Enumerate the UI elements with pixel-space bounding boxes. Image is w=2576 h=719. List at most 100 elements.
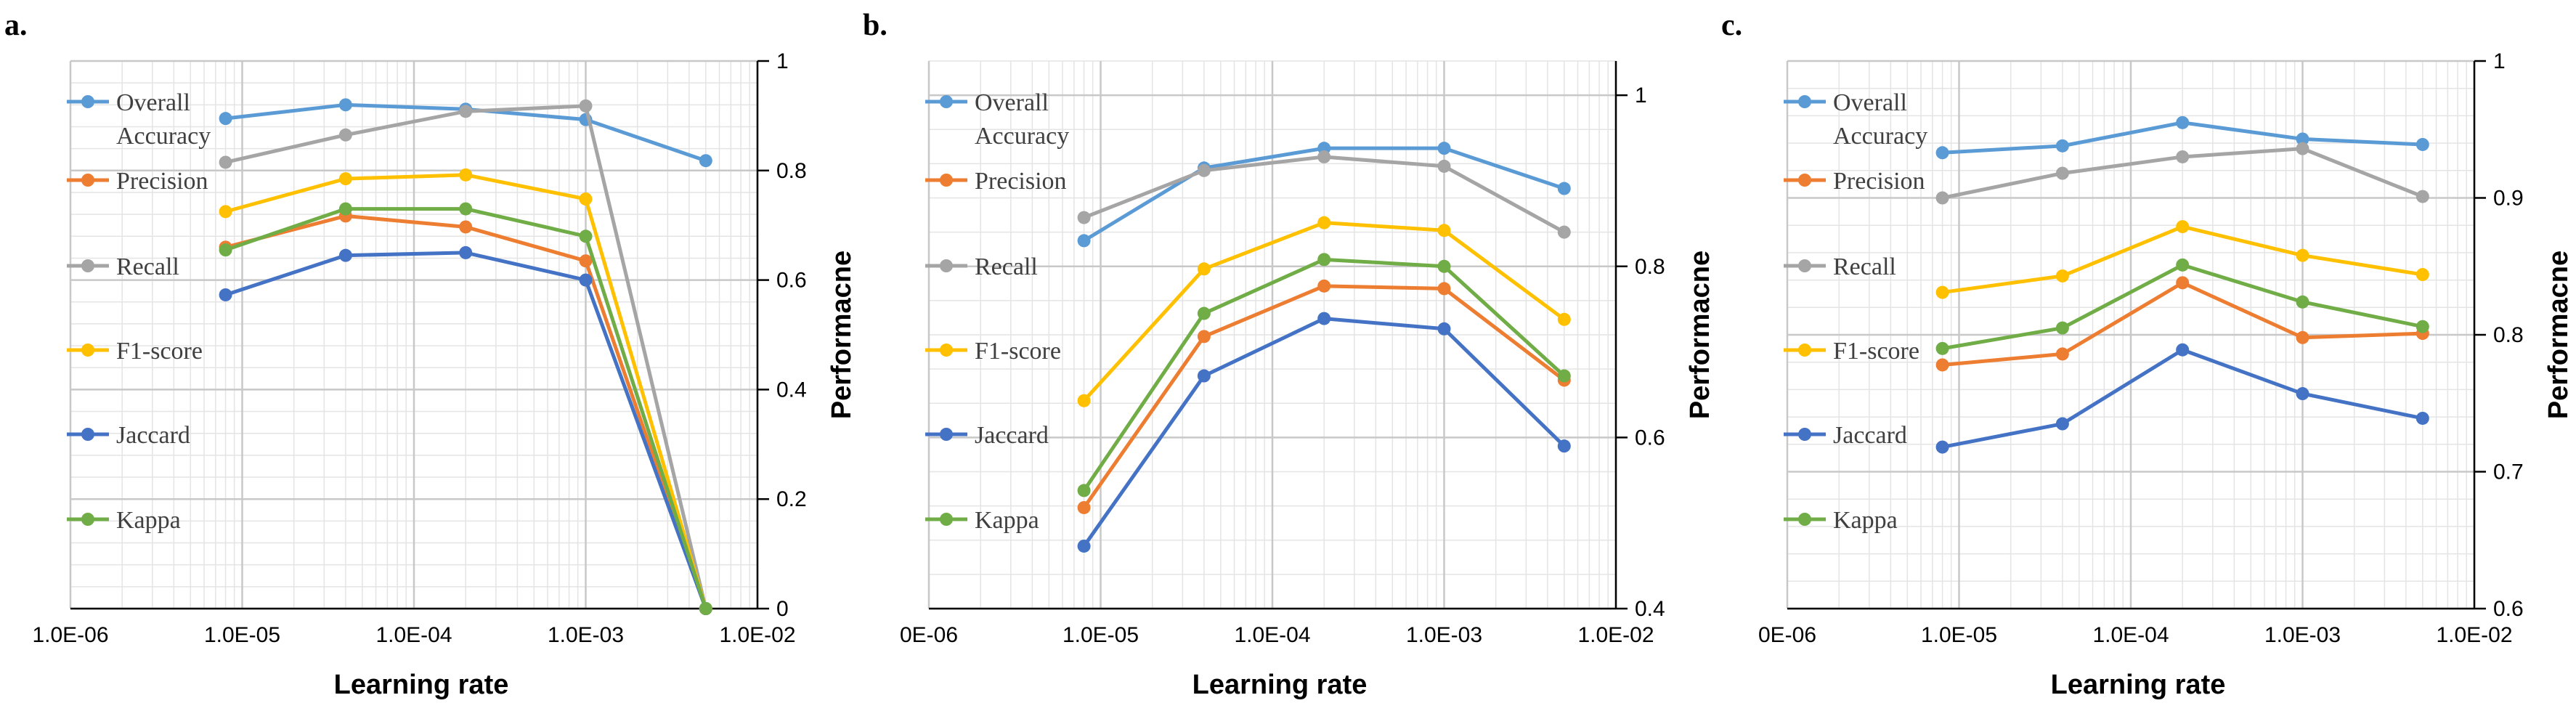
legend-label-jaccard: Jaccard [116, 422, 190, 449]
legend-marker-kappa [940, 513, 953, 526]
data-point-jaccard [1557, 439, 1571, 453]
legend-label-precision: Precision [116, 168, 208, 195]
y-tick-label: 0.9 [2493, 187, 2524, 211]
y-tick-label: 0.8 [2493, 323, 2524, 347]
data-point-kappa [1197, 306, 1211, 320]
y-tick-label: 0.4 [776, 378, 807, 402]
data-point-overall-accuracy [2055, 139, 2069, 153]
legend-label-f1-score: F1-score [116, 338, 203, 365]
data-point-precision [1935, 358, 1949, 372]
panel-label: a. [4, 9, 28, 42]
legend-marker-kappa [81, 513, 94, 526]
legend-label-overall-accuracy: Accuracy [1833, 123, 1927, 150]
legend-label-overall-accuracy: Accuracy [975, 123, 1069, 150]
data-point-f1-score [2055, 269, 2069, 283]
y-tick-label: 0 [776, 597, 789, 621]
legend-marker-precision [940, 174, 953, 187]
legend-label-overall-accuracy: Overall [1833, 89, 1907, 116]
legend-label-recall: Recall [975, 253, 1038, 280]
data-point-precision [1077, 500, 1091, 514]
x-tick-label: 1.0E-02 [2436, 623, 2512, 647]
legend-marker-recall [1798, 259, 1811, 272]
x-axis-title: Learning rate [1192, 670, 1368, 700]
data-point-jaccard [1197, 369, 1211, 383]
legend-label-overall-accuracy: Overall [975, 89, 1049, 116]
legend-marker-f1-score [81, 344, 94, 357]
x-tick-label: 1.0E-05 [1063, 623, 1139, 647]
data-point-f1-score [2176, 220, 2190, 234]
x-tick-label: 1.0E-05 [1921, 623, 1997, 647]
legend-label-f1-score: F1-score [975, 338, 1061, 365]
y-tick-label: 0.6 [1635, 426, 1665, 450]
legend-label-recall: Recall [116, 253, 179, 280]
data-point-recall [2415, 190, 2429, 203]
legend-label-recall: Recall [1833, 253, 1896, 280]
data-point-recall [338, 128, 352, 142]
data-point-precision [1317, 279, 1331, 293]
x-tick-label: 1.0E-05 [204, 623, 280, 647]
data-point-kappa [1317, 253, 1331, 267]
data-point-f1-score [579, 192, 593, 206]
y-tick-label: 0.6 [2493, 597, 2524, 621]
data-point-jaccard [579, 273, 593, 287]
data-point-recall [1197, 163, 1211, 177]
x-tick-label: 1.0E-04 [1234, 623, 1310, 647]
legend-marker-overall-accuracy [81, 95, 94, 108]
data-point-jaccard [2415, 411, 2429, 425]
x-tick-label: 0E-06 [900, 623, 958, 647]
y-axis-title: Performacne [1685, 251, 1715, 419]
data-point-jaccard [338, 248, 352, 262]
y-tick-label: 0.7 [2493, 460, 2524, 484]
x-tick-label: 1.0E-02 [719, 623, 795, 647]
x-tick-label: 0E-06 [1758, 623, 1816, 647]
data-point-kappa [2055, 321, 2069, 335]
data-point-kappa [1557, 369, 1571, 383]
data-point-f1-score [1077, 394, 1091, 407]
data-point-jaccard [1077, 539, 1091, 553]
data-point-jaccard [2055, 417, 2069, 431]
data-point-f1-score [1437, 224, 1451, 237]
data-point-overall-accuracy [699, 154, 712, 168]
y-tick-label: 0.4 [1635, 597, 1665, 621]
data-point-f1-score [1197, 262, 1211, 276]
data-point-recall [579, 99, 593, 113]
y-tick-label: 1 [1635, 84, 1647, 107]
legend-label-f1-score: F1-score [1833, 338, 1919, 365]
legend-label-kappa: Kappa [116, 507, 181, 534]
legend-marker-overall-accuracy [1798, 95, 1811, 108]
x-tick-label: 1.0E-06 [32, 623, 108, 647]
y-tick-label: 0.6 [776, 269, 807, 293]
data-point-kappa [579, 229, 593, 243]
data-point-jaccard [459, 245, 473, 259]
data-point-kappa [219, 243, 232, 257]
data-point-precision [2296, 330, 2309, 344]
legend-marker-recall [940, 259, 953, 272]
data-point-kappa [1935, 341, 1949, 355]
legend-marker-kappa [1798, 513, 1811, 526]
data-point-recall [2296, 142, 2309, 155]
x-tick-label: 1.0E-04 [2092, 623, 2169, 647]
data-point-precision [2176, 276, 2190, 290]
data-point-overall-accuracy [2415, 137, 2429, 151]
data-point-f1-score [2296, 248, 2309, 262]
x-tick-label: 1.0E-03 [2264, 623, 2341, 647]
data-point-recall [1077, 211, 1091, 224]
y-axis-title: Performacne [826, 251, 857, 419]
data-point-kappa [699, 602, 712, 615]
y-tick-label: 1 [776, 49, 789, 73]
x-tick-label: 1.0E-03 [1406, 623, 1482, 647]
legend-label-overall-accuracy: Accuracy [116, 123, 211, 150]
data-point-recall [219, 155, 232, 169]
data-point-kappa [338, 202, 352, 216]
legend-label-precision: Precision [1833, 168, 1925, 195]
data-point-overall-accuracy [1437, 142, 1451, 155]
data-point-recall [1437, 159, 1451, 173]
legend-marker-jaccard [81, 428, 94, 441]
legend-label-jaccard: Jaccard [975, 422, 1049, 449]
chart-panel-b: 0E-06 1.0E-05 1.0E-04 1.0E-03 1.0E-020.4 0.6 0… [863, 9, 1715, 700]
y-tick-label: 0.8 [1635, 255, 1665, 279]
data-point-kappa [1077, 484, 1091, 497]
chart-panel-c: 0E-06 1.0E-05 1.0E-04 1.0E-03 1.0E-020.6 0.7 0… [1721, 9, 2574, 700]
legend-marker-recall [81, 259, 94, 272]
legend-marker-f1-score [940, 344, 953, 357]
